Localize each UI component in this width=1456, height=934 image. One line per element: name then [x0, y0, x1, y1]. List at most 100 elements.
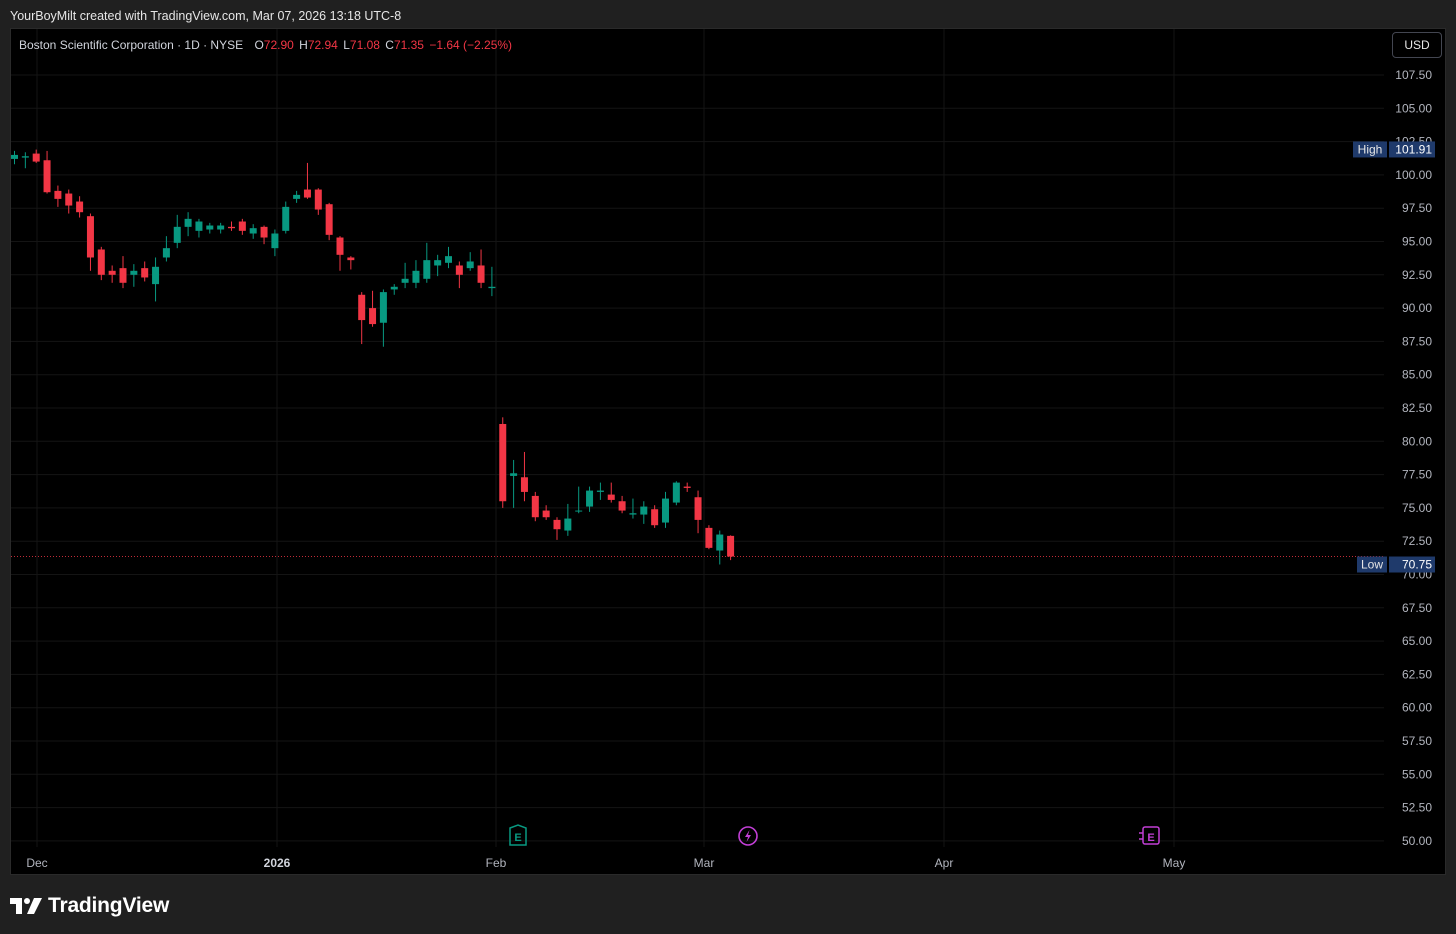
price-chart[interactable]: 107.50105.00102.50100.0097.5095.0092.509…	[11, 29, 1445, 874]
candle	[575, 486, 583, 514]
candle-body	[282, 206, 290, 231]
y-tick-label: 62.50	[1402, 667, 1432, 681]
candle-body	[195, 221, 203, 231]
time-axis[interactable]: Dec 2026 Feb Mar Apr May	[26, 856, 1185, 870]
candle	[401, 262, 409, 289]
candle	[108, 265, 116, 283]
y-tick-label: 75.00	[1402, 501, 1432, 515]
candle	[271, 229, 279, 257]
low-badge-value-bg	[1389, 556, 1435, 573]
y-tick-label: 67.50	[1402, 601, 1432, 615]
candle-body	[249, 228, 257, 234]
candle	[173, 214, 181, 249]
currency-button[interactable]: USD	[1392, 32, 1442, 58]
y-tick-label: 50.00	[1402, 834, 1432, 848]
candle-body	[228, 226, 235, 229]
candle-body	[97, 249, 105, 275]
candle-body	[76, 201, 84, 213]
lightning-icon[interactable]	[738, 826, 758, 846]
candle	[390, 284, 398, 295]
candle	[141, 261, 149, 282]
close-label: C	[385, 38, 394, 52]
candle	[228, 221, 235, 231]
candle-body	[65, 193, 73, 206]
low-badge-value: 70.75	[1402, 558, 1432, 572]
price-axis[interactable]: 107.50105.00102.50100.0097.5095.0092.509…	[1395, 68, 1432, 848]
candle-body	[531, 495, 539, 518]
candle	[651, 505, 659, 528]
candle-body	[499, 423, 507, 502]
chart-panel[interactable]: 107.50105.00102.50100.0097.5095.0092.509…	[10, 28, 1446, 875]
candle	[564, 503, 572, 536]
earnings-icon[interactable]: E	[509, 824, 527, 846]
candle	[195, 218, 203, 238]
candle	[455, 261, 463, 289]
high-label: H	[299, 38, 308, 52]
high-value: 72.94	[307, 38, 338, 52]
candle-body	[575, 510, 583, 512]
y-tick-label: 97.50	[1402, 201, 1432, 215]
candle-body	[54, 190, 62, 199]
candle	[358, 292, 366, 345]
candle	[586, 486, 594, 512]
candle	[434, 254, 442, 277]
y-tick-label: 82.50	[1402, 401, 1432, 415]
candle-body	[716, 534, 724, 551]
candle-body	[21, 156, 29, 158]
candle	[662, 491, 669, 528]
candle	[716, 530, 724, 565]
candle	[249, 224, 257, 239]
y-tick-label: 57.50	[1402, 734, 1432, 748]
candle-body	[358, 294, 366, 321]
candle-body	[184, 218, 192, 227]
change-value: −1.64 (−2.25%)	[429, 38, 513, 52]
y-tick-label: 90.00	[1402, 301, 1432, 315]
candle-body	[683, 486, 691, 488]
candle-body	[336, 237, 344, 255]
candle	[282, 201, 290, 234]
y-tick-label: 52.50	[1402, 801, 1432, 815]
y-tick-label: 105.00	[1395, 101, 1432, 115]
candle	[499, 417, 507, 508]
low-badge: Low 70.75	[1357, 556, 1435, 573]
candle-body	[596, 490, 604, 492]
candle	[423, 242, 431, 283]
earnings-upcoming-icon[interactable]: E	[1139, 826, 1160, 845]
candle-body	[347, 257, 355, 261]
candle	[510, 459, 518, 508]
candle	[325, 202, 333, 241]
candle-body	[238, 221, 246, 231]
candle	[217, 222, 225, 234]
candle	[238, 218, 246, 235]
candle	[531, 491, 539, 522]
tradingview-logo[interactable]: TradingView	[10, 894, 169, 918]
candle	[347, 256, 355, 270]
candle-body	[412, 270, 420, 283]
candle-body	[672, 482, 680, 503]
grid	[11, 29, 1384, 847]
candle-body	[445, 256, 452, 263]
candle	[542, 505, 550, 520]
candle	[379, 289, 387, 347]
candle-body	[694, 497, 702, 520]
watermark-text: YourBoyMilt created with TradingView.com…	[10, 9, 402, 23]
candle	[412, 260, 420, 289]
y-tick-label: 92.50	[1402, 268, 1432, 282]
open-label: O	[254, 38, 264, 52]
symbol-name[interactable]: Boston Scientific Corporation · 1D · NYS…	[19, 38, 244, 52]
low-badge-label: Low	[1361, 558, 1383, 572]
high-badge-label: High	[1358, 142, 1383, 156]
y-tick-label: 87.50	[1402, 334, 1432, 348]
lightning-circle	[738, 826, 758, 846]
candle	[21, 152, 29, 169]
candle	[640, 501, 648, 524]
watermark-bar: YourBoyMilt created with TradingView.com…	[0, 0, 1456, 28]
candle-body	[11, 154, 18, 159]
candle-body	[141, 268, 149, 278]
y-tick-label: 55.00	[1402, 767, 1432, 781]
x-tick-label: May	[1163, 856, 1186, 870]
x-tick-label: Feb	[486, 856, 507, 870]
candle-body	[727, 535, 735, 557]
candle-body	[173, 226, 181, 243]
